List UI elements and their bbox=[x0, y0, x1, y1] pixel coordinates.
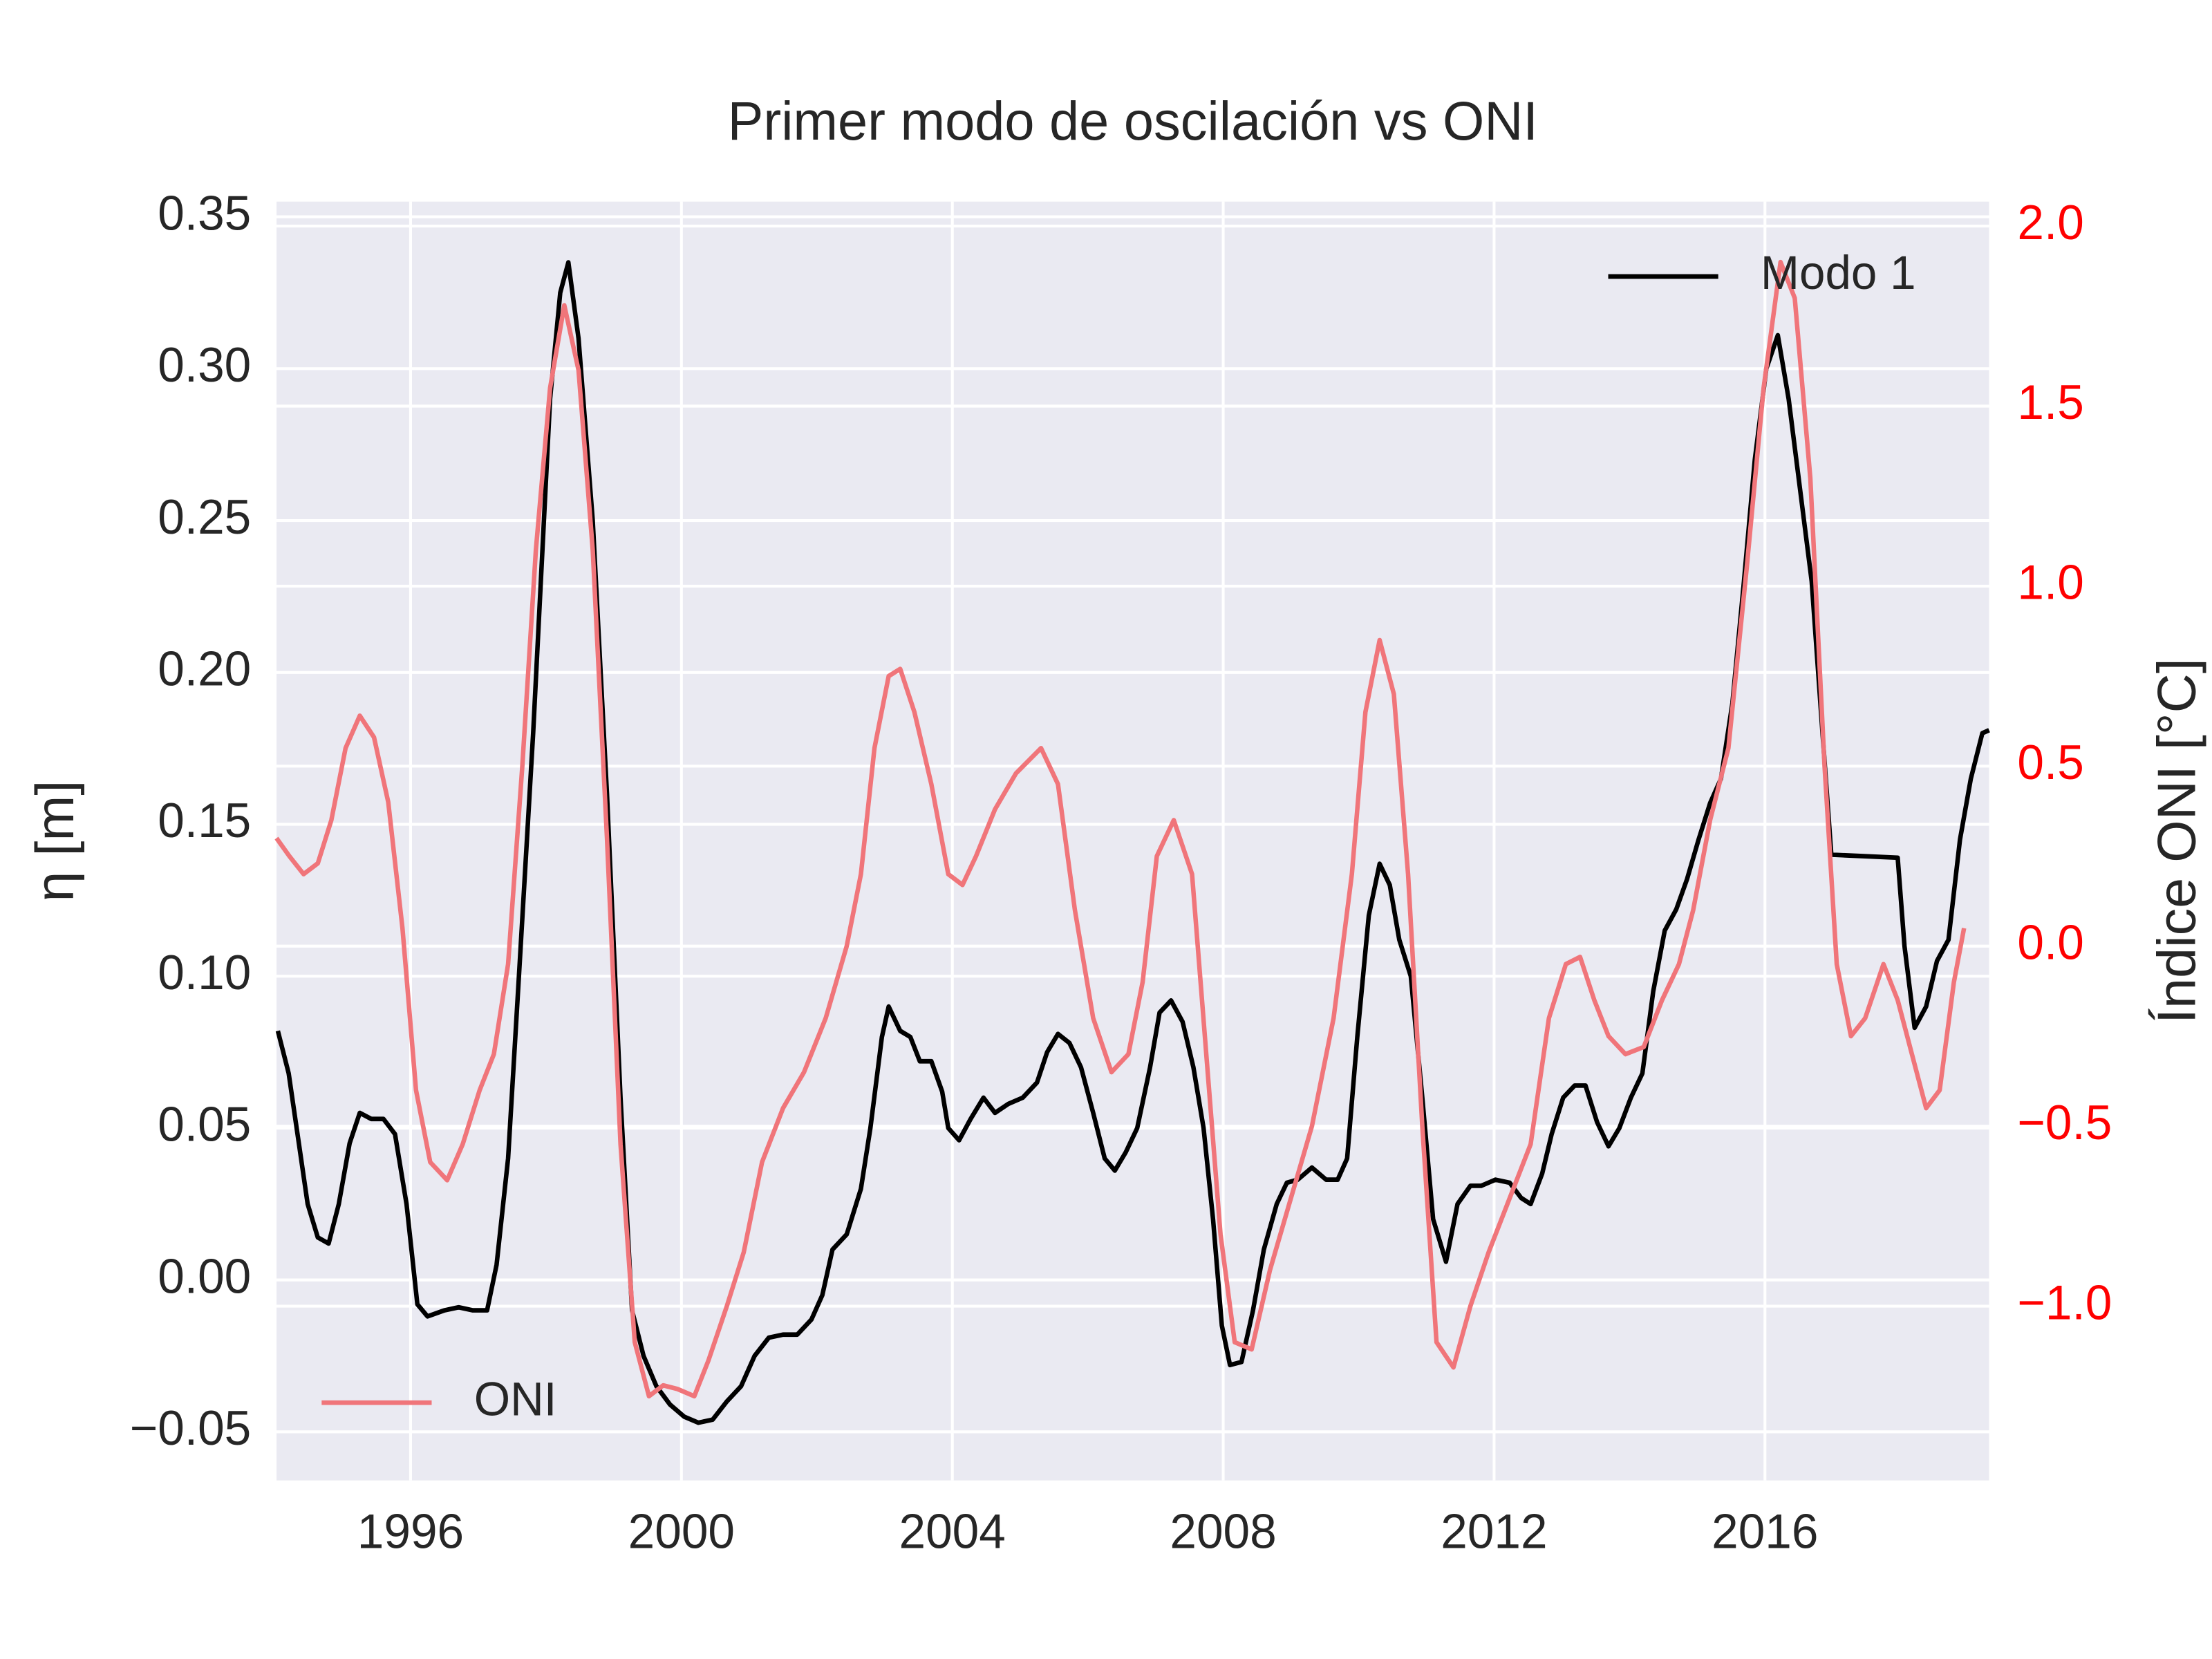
y-tick-label: 0.15 bbox=[158, 794, 251, 848]
y-tick-label: −0.05 bbox=[130, 1400, 252, 1455]
plot-background bbox=[276, 201, 1989, 1481]
y2-axis-label: Índice ONI [°C] bbox=[2146, 658, 2206, 1024]
legend-label: Modo 1 bbox=[1761, 247, 1916, 300]
legend-label: ONI bbox=[474, 1373, 557, 1426]
y-tick-label: 0.10 bbox=[158, 945, 251, 1000]
y-tick-label: 0.30 bbox=[158, 337, 251, 392]
y2-tick-label: 1.0 bbox=[2017, 555, 2083, 610]
x-tick-label: 2012 bbox=[1441, 1504, 1547, 1559]
series-line bbox=[274, 259, 1967, 1399]
y2-tick-label: −0.5 bbox=[2017, 1095, 2112, 1150]
y-tick-label: 0.00 bbox=[158, 1249, 251, 1304]
x-tick-label: 2016 bbox=[1712, 1504, 1818, 1559]
x-tick-label: 1996 bbox=[357, 1504, 464, 1559]
y-tick-label: 0.25 bbox=[158, 489, 251, 544]
series-line bbox=[275, 260, 1990, 1425]
y2-tick-label: 1.5 bbox=[2017, 375, 2083, 430]
y2-tick-label: 0.5 bbox=[2017, 735, 2083, 789]
y-tick-label: 0.35 bbox=[158, 186, 251, 241]
lines bbox=[274, 259, 1990, 1425]
chart-title: Primer modo de oscilación vs ONI bbox=[728, 90, 1538, 151]
x-tick-label: 2000 bbox=[628, 1504, 735, 1559]
x-tick-label: 2008 bbox=[1170, 1504, 1276, 1559]
y2-tick-label: −1.0 bbox=[2017, 1275, 2112, 1330]
y-axis-label: η [m] bbox=[25, 780, 85, 902]
grid bbox=[276, 201, 1989, 1481]
labels: 1996 2000 2004 2008 2012 2016 −0.05 0.00 0.05 0.1… bbox=[130, 186, 2112, 1559]
y-tick-label: 0.20 bbox=[158, 641, 251, 696]
y-tick-label: 0.05 bbox=[158, 1097, 251, 1152]
y2-tick-label: 2.0 bbox=[2017, 195, 2083, 250]
y2-tick-label: 0.0 bbox=[2017, 915, 2083, 970]
x-tick-label: 2004 bbox=[899, 1504, 1006, 1559]
